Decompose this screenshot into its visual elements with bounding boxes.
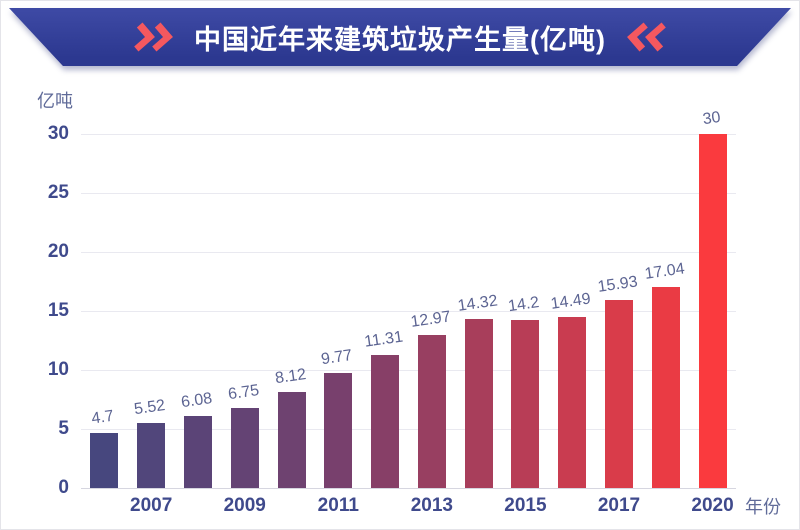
bar	[277, 392, 306, 488]
bar-value-label: 6.08	[180, 390, 214, 412]
double-chevron-right-icon	[132, 22, 176, 52]
y-tick-label: 15	[47, 300, 69, 321]
bar	[651, 286, 680, 488]
bar-slot: 30 2020	[689, 109, 736, 516]
bar	[417, 334, 446, 488]
y-tick-label: 25	[47, 182, 69, 203]
bar-value-label: 5.52	[133, 396, 167, 419]
bar-value-label: 8.12	[273, 366, 307, 388]
page-title: 中国近年来建筑垃圾产生量(亿吨)	[194, 24, 606, 55]
bar-value-label: 12.97	[409, 308, 452, 331]
bar-value-label: 11.31	[363, 328, 405, 351]
y-tick-label: 30	[47, 123, 69, 144]
title-banner-shape: 中国近年来建筑垃圾产生量(亿吨)	[9, 8, 791, 66]
bar	[324, 372, 353, 488]
bar-slot: 17.04	[642, 134, 689, 488]
bar	[371, 354, 400, 488]
bar-value-label: 9.77	[320, 346, 354, 368]
bar	[137, 422, 166, 488]
bar-slot: 5.52 2007	[128, 134, 175, 516]
x-tick-label: 2007	[130, 495, 173, 516]
bar-value-label: 17.04	[643, 260, 686, 283]
bar	[183, 416, 212, 488]
x-tick-label: 2013	[410, 495, 453, 516]
gridline	[81, 488, 736, 489]
bar-value-label: 14.32	[456, 292, 499, 315]
bar-value-label: 6.75	[226, 382, 261, 404]
y-axis-unit-label: 亿吨	[37, 91, 73, 111]
bar-value-label: 14.49	[549, 290, 592, 313]
title-banner: 中国近年来建筑垃圾产生量(亿吨)	[1, 1, 799, 66]
bar-slot: 14.32	[455, 134, 502, 488]
gridline	[81, 193, 736, 194]
gridline	[81, 134, 736, 135]
x-tick-label: 2011	[317, 495, 359, 516]
bar	[698, 134, 727, 488]
bar-slot: 9.77 2011	[315, 134, 362, 516]
bar-value-label: 14.2	[507, 294, 541, 316]
bar-value-label: 4.7	[90, 407, 116, 428]
gridline	[81, 370, 736, 371]
bar-slot: 6.75 2009	[221, 134, 268, 516]
x-tick-label: 2020	[691, 495, 734, 516]
bar-slot: 14.49	[549, 134, 596, 488]
bar	[230, 408, 259, 488]
bar-series: 4.7 5.52 2007 6.08 6.75 2009 8.12 9.77 2011 11.31…	[81, 109, 736, 516]
x-tick-label: 2017	[597, 495, 641, 516]
double-chevron-left-icon	[624, 22, 668, 52]
bar	[604, 300, 633, 488]
bar	[511, 320, 540, 488]
x-tick-label: 2015	[504, 495, 547, 516]
bar-slot: 12.97 2013	[408, 134, 455, 516]
bar-value-label: 30	[701, 108, 722, 129]
bar-slot: 15.93 2017	[596, 134, 643, 516]
y-tick-label: 20	[47, 241, 69, 262]
bar	[558, 317, 587, 488]
bar-value-label: 15.93	[596, 273, 639, 296]
x-tick-label: 2009	[223, 495, 266, 516]
bar	[464, 319, 493, 488]
gridline	[81, 252, 736, 253]
bar	[90, 432, 119, 488]
y-tick-label: 5	[58, 418, 69, 439]
gridline	[81, 311, 736, 312]
x-axis-name-label: 年份	[745, 497, 781, 517]
bar-slot: 8.12	[268, 134, 315, 488]
y-tick-label: 10	[47, 359, 69, 380]
bar-slot: 4.7	[81, 134, 128, 488]
bar-slot: 11.31	[362, 134, 409, 488]
bar-slot: 14.2 2015	[502, 134, 549, 516]
y-tick-label: 0	[58, 477, 69, 498]
gridline	[81, 429, 736, 430]
bar-slot: 6.08	[175, 134, 222, 488]
